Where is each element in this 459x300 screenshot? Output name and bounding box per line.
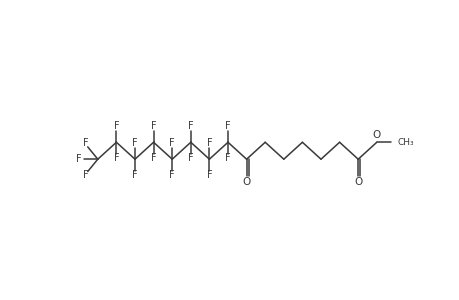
Text: F: F — [151, 153, 156, 164]
Text: F: F — [225, 121, 230, 131]
Text: F: F — [132, 170, 138, 180]
Text: CH₃: CH₃ — [397, 138, 414, 147]
Text: F: F — [113, 121, 119, 131]
Text: F: F — [188, 153, 193, 164]
Text: F: F — [225, 153, 230, 164]
Text: F: F — [169, 170, 174, 180]
Text: F: F — [188, 121, 193, 131]
Text: F: F — [113, 153, 119, 164]
Text: F: F — [169, 138, 174, 148]
Text: F: F — [206, 170, 212, 180]
Text: O: O — [372, 130, 380, 140]
Text: F: F — [76, 154, 82, 164]
Text: O: O — [353, 176, 362, 187]
Text: O: O — [242, 176, 250, 187]
Text: F: F — [83, 170, 88, 180]
Text: F: F — [206, 138, 212, 148]
Text: F: F — [83, 138, 88, 148]
Text: F: F — [132, 138, 138, 148]
Text: F: F — [151, 121, 156, 131]
